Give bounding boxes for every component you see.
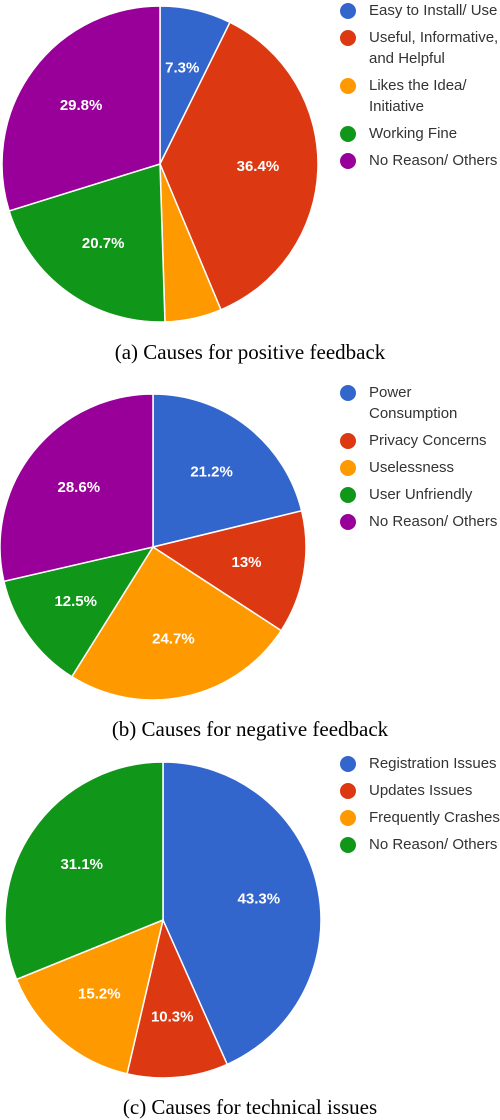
legend-swatch bbox=[340, 810, 356, 826]
slice-value-label: 43.3% bbox=[238, 891, 281, 908]
legend-label: No Reason/ Others bbox=[369, 836, 498, 853]
caption-negative-feedback: (b) Causes for negative feedback bbox=[111, 717, 389, 741]
legend-positive-feedback: Easy to Install/ Use Useful, Informative… bbox=[335, 0, 500, 177]
legend-item: Power Consumption bbox=[335, 382, 500, 424]
legend-item: Uselessness bbox=[335, 457, 500, 478]
pie-chart-negative-feedback: 21.2% 13% 24.7% 12.5% 28.6% Power Consumptio… bbox=[0, 372, 500, 750]
legend-item: User Unfriendly bbox=[335, 484, 500, 505]
pie-chart-technical-issues: 43.3% 10.3% 15.2% 31.1% Registration Issues… bbox=[0, 750, 500, 1120]
pie-slice bbox=[151, 509, 307, 632]
slice-value-label: 7.3% bbox=[165, 60, 199, 77]
slice-value-label: 36.4% bbox=[237, 158, 280, 175]
legend-technical-issues: Registration Issues Updates Issues Frequ… bbox=[335, 753, 500, 861]
pie-slice bbox=[4, 761, 164, 981]
legend-label: Uselessness bbox=[369, 459, 455, 476]
legend-label: Likes the Idea/ Initiative bbox=[369, 77, 467, 115]
slice-value-label: 24.7% bbox=[152, 631, 195, 648]
pie-slice bbox=[159, 21, 319, 311]
legend-swatch bbox=[340, 385, 356, 401]
legend-label: Working Fine bbox=[369, 125, 458, 142]
legend-negative-feedback: Power Consumption Privacy Concerns Usele… bbox=[335, 382, 500, 538]
pie-positive-feedback: 7.3% 36.4% 20.7% 29.8% bbox=[1, 5, 319, 323]
legend-label: Frequently Crashes bbox=[369, 809, 500, 826]
pie-slice bbox=[15, 918, 165, 1075]
pie-technical-issues: 43.3% 10.3% 15.2% 31.1% bbox=[4, 761, 322, 1079]
slice-value-label: 12.5% bbox=[54, 593, 97, 610]
pie-slice bbox=[8, 162, 166, 323]
legend-swatch bbox=[340, 126, 356, 142]
legend-label: No Reason/ Others bbox=[369, 513, 498, 530]
caption-positive-feedback: (a) Causes for positive feedback bbox=[114, 340, 386, 364]
legend-label: Easy to Install/ Use bbox=[369, 2, 498, 19]
caption-technical-issues: (c) Causes for technical issues bbox=[122, 1095, 378, 1119]
legend-swatch bbox=[340, 30, 356, 46]
pie-chart-positive-feedback: 7.3% 36.4% 20.7% 29.8% Easy to Install/ Use… bbox=[0, 0, 500, 372]
pie-slice bbox=[3, 545, 155, 678]
legend-swatch bbox=[340, 433, 356, 449]
legend-item: Registration Issues bbox=[335, 753, 500, 774]
pie-slice bbox=[0, 393, 154, 583]
legend-item: Updates Issues bbox=[335, 780, 500, 801]
legend-label: No Reason/ Others bbox=[369, 152, 498, 169]
slice-value-label: 21.2% bbox=[190, 463, 233, 480]
pie-slice bbox=[1, 5, 161, 212]
slice-value-label: 13% bbox=[231, 554, 261, 571]
pie-slice bbox=[162, 761, 322, 1066]
slice-value-label: 29.8% bbox=[60, 97, 103, 114]
legend-swatch bbox=[340, 837, 356, 853]
legend-swatch bbox=[340, 3, 356, 19]
legend-swatch bbox=[340, 460, 356, 476]
legend-label: User Unfriendly bbox=[369, 486, 473, 503]
legend-item: Useful, Informative, and Helpful bbox=[335, 27, 500, 69]
legend-item: No Reason/ Others bbox=[335, 834, 500, 855]
legend-label: Registration Issues bbox=[369, 755, 497, 772]
pie-negative-feedback: 21.2% 13% 24.7% 12.5% 28.6% bbox=[0, 393, 307, 701]
legend-label: Power Consumption bbox=[369, 384, 458, 422]
legend-item: Likes the Idea/ Initiative bbox=[335, 75, 500, 117]
legend-item: Frequently Crashes bbox=[335, 807, 500, 828]
legend-swatch bbox=[340, 153, 356, 169]
pie-slice bbox=[126, 917, 229, 1079]
legend-label: Updates Issues bbox=[369, 782, 473, 799]
pie-slice bbox=[152, 393, 303, 548]
legend-item: No Reason/ Others bbox=[335, 511, 500, 532]
slice-value-label: 15.2% bbox=[78, 985, 121, 1002]
pie-slice bbox=[70, 545, 283, 701]
legend-swatch bbox=[340, 756, 356, 772]
slice-value-label: 28.6% bbox=[58, 479, 101, 496]
legend-swatch bbox=[340, 487, 356, 503]
legend-item: Privacy Concerns bbox=[335, 430, 500, 451]
legend-swatch bbox=[340, 514, 356, 530]
legend-item: Easy to Install/ Use bbox=[335, 0, 500, 21]
slice-value-label: 20.7% bbox=[82, 235, 125, 252]
slice-value-label: 10.3% bbox=[151, 1008, 194, 1025]
slice-value-label: 31.1% bbox=[60, 856, 103, 873]
legend-swatch bbox=[340, 78, 356, 94]
legend-label: Privacy Concerns bbox=[369, 432, 487, 449]
legend-swatch bbox=[340, 783, 356, 799]
legend-item: No Reason/ Others bbox=[335, 150, 500, 171]
legend-item: Working Fine bbox=[335, 123, 500, 144]
legend-label: Useful, Informative, and Helpful bbox=[369, 29, 499, 67]
